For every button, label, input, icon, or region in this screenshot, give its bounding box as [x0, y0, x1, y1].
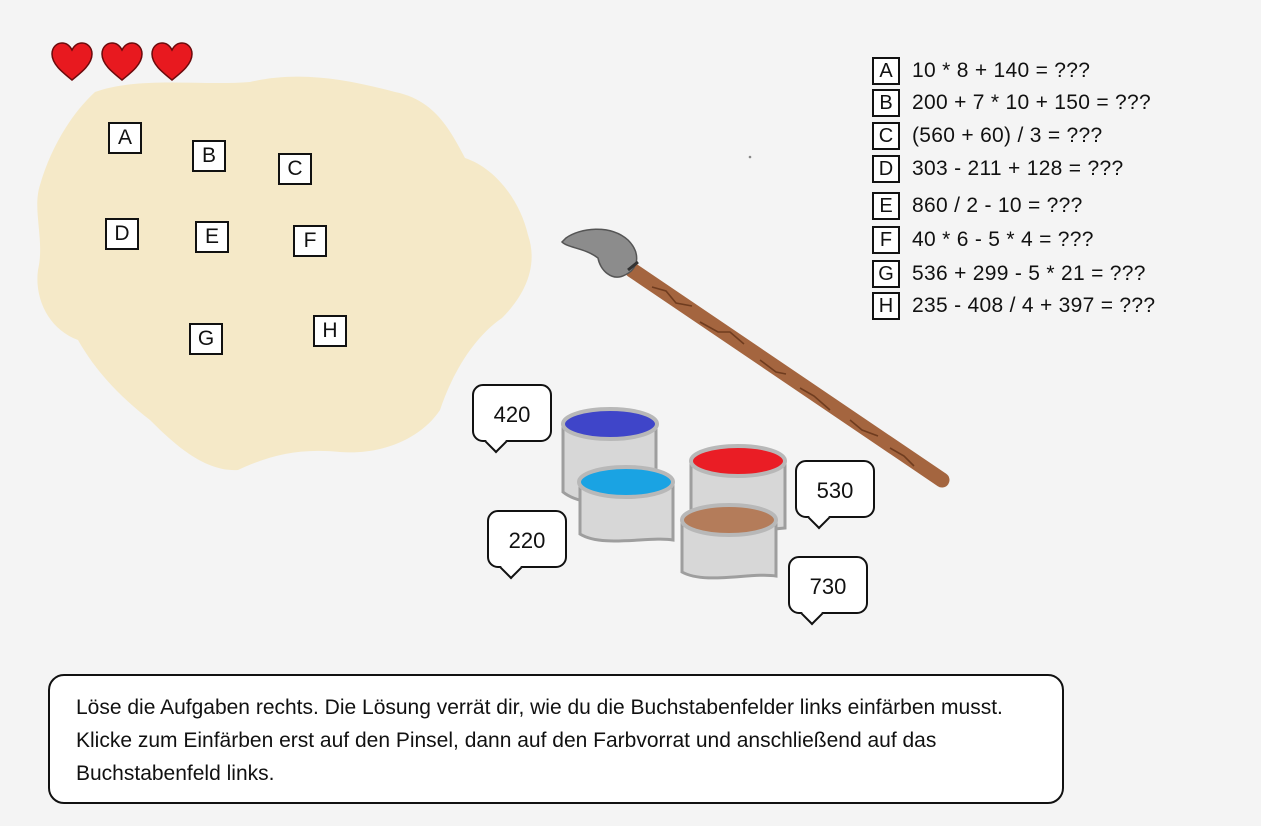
task-row: D 303 - 211 + 128 = ??? — [872, 155, 1123, 183]
letter-field-b[interactable]: B — [192, 140, 226, 172]
task-expression: 235 - 408 / 4 + 397 = ??? — [912, 294, 1156, 317]
task-letter: D — [872, 155, 900, 183]
task-letter: B — [872, 89, 900, 117]
value-bubble-220[interactable]: 220 — [487, 510, 567, 568]
paint-pot-light-blue[interactable] — [577, 465, 675, 543]
task-letter: E — [872, 192, 900, 220]
task-row: C (560 + 60) / 3 = ??? — [872, 122, 1102, 150]
drawing-area — [37, 76, 532, 471]
task-letter: H — [872, 292, 900, 320]
task-letter: G — [872, 260, 900, 288]
value-bubble-530[interactable]: 530 — [795, 460, 875, 518]
paintbrush-icon[interactable] — [560, 228, 950, 488]
letter-field-h[interactable]: H — [313, 315, 347, 347]
task-expression: 200 + 7 * 10 + 150 = ??? — [912, 91, 1151, 114]
letter-field-c[interactable]: C — [278, 153, 312, 185]
heart-icon — [151, 42, 193, 81]
value-bubble-730[interactable]: 730 — [788, 556, 868, 614]
letter-field-g[interactable]: G — [189, 323, 223, 355]
paint-pot-brown[interactable] — [680, 503, 778, 580]
task-expression: 10 * 8 + 140 = ??? — [912, 59, 1091, 82]
task-expression: 860 / 2 - 10 = ??? — [912, 194, 1083, 217]
task-letter: A — [872, 57, 900, 85]
task-row: F 40 * 6 - 5 * 4 = ??? — [872, 226, 1094, 254]
task-row: A 10 * 8 + 140 = ??? — [872, 57, 1090, 85]
value-bubble-420[interactable]: 420 — [472, 384, 552, 442]
instructions-panel: Löse die Aufgaben rechts. Die Lösung ver… — [48, 674, 1064, 804]
task-row: G 536 + 299 - 5 * 21 = ??? — [872, 260, 1146, 288]
task-expression: 536 + 299 - 5 * 21 = ??? — [912, 262, 1146, 285]
heart-icon — [101, 42, 143, 81]
letter-field-f[interactable]: F — [293, 225, 327, 257]
task-expression: 40 * 6 - 5 * 4 = ??? — [912, 228, 1094, 251]
task-expression: (560 + 60) / 3 = ??? — [912, 124, 1103, 147]
heart-icon — [51, 42, 93, 81]
task-expression: 303 - 211 + 128 = ??? — [912, 157, 1124, 180]
letter-field-d[interactable]: D — [105, 218, 139, 250]
letter-field-e[interactable]: E — [195, 221, 229, 253]
lives-display — [50, 42, 194, 82]
task-letter: C — [872, 122, 900, 150]
task-row: E 860 / 2 - 10 = ??? — [872, 192, 1083, 220]
task-row: B 200 + 7 * 10 + 150 = ??? — [872, 89, 1151, 117]
task-row: H 235 - 408 / 4 + 397 = ??? — [872, 292, 1155, 320]
task-letter: F — [872, 226, 900, 254]
letter-field-a[interactable]: A — [108, 122, 142, 154]
